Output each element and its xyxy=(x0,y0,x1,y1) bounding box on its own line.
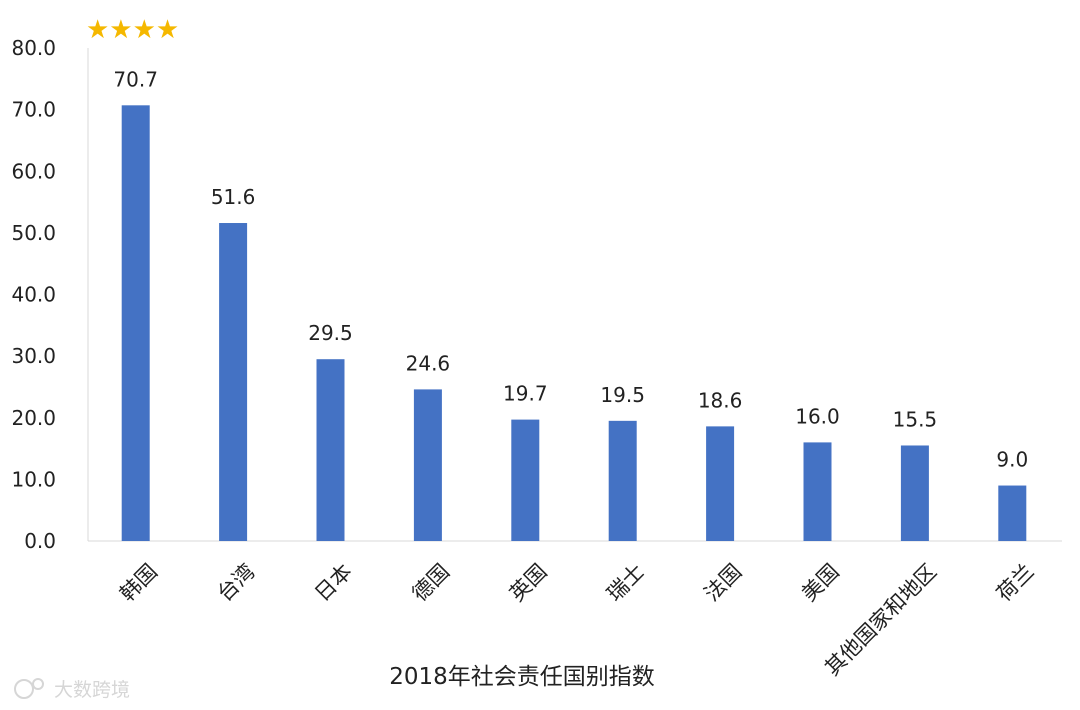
y-tick-label: 70.0 xyxy=(11,98,56,122)
x-category-label: 英国 xyxy=(505,559,552,606)
bar xyxy=(511,419,540,541)
y-tick-label: 0.0 xyxy=(24,529,56,553)
x-axis-title: 2018年社会责任国别指数 xyxy=(389,664,655,690)
bar-series: 70.7 51.6 29.5 24.6 19.7 19.5 18.6 16.0 15.5 9.0 xyxy=(113,67,1028,541)
y-tick-label: 80.0 xyxy=(11,36,56,60)
bar xyxy=(706,426,735,541)
watermark: 大数跨境 xyxy=(14,678,130,701)
bar xyxy=(219,223,248,541)
bar-value-label: 29.5 xyxy=(308,321,353,345)
bar-value-label: 24.6 xyxy=(406,351,451,375)
x-category-label: 法国 xyxy=(700,559,747,606)
y-tick-label: 60.0 xyxy=(11,159,56,183)
bar-value-label: 18.6 xyxy=(698,388,743,412)
y-tick-label: 30.0 xyxy=(11,344,56,368)
y-tick-label: 20.0 xyxy=(11,406,56,430)
bar-value-label: 15.5 xyxy=(893,407,938,431)
watermark-text: 大数跨境 xyxy=(54,679,130,701)
watermark-logo-icon-inner xyxy=(32,678,44,690)
bar xyxy=(316,359,345,541)
y-tick-label: 40.0 xyxy=(11,283,56,307)
x-category-label: 荷兰 xyxy=(992,559,1039,606)
x-category-label: 台湾 xyxy=(213,559,260,606)
x-category-label: 韩国 xyxy=(115,559,162,606)
y-axis: 0.0 10.0 20.0 30.0 40.0 50.0 60.0 70.0 80.0 xyxy=(11,36,56,553)
bar-value-label: 51.6 xyxy=(211,185,256,209)
bar-value-label: 19.5 xyxy=(600,383,645,407)
bar xyxy=(413,389,442,541)
bar-value-label: 19.7 xyxy=(503,382,548,406)
rating-stars: ★★★★ xyxy=(86,15,179,45)
x-category-label: 瑞士 xyxy=(602,559,649,606)
watermark-logo-icon xyxy=(14,679,34,699)
y-tick-label: 10.0 xyxy=(11,467,56,491)
x-category-label: 德国 xyxy=(408,559,455,606)
bar xyxy=(998,485,1027,541)
bar xyxy=(803,442,832,541)
bar xyxy=(900,445,929,541)
x-category-label: 美国 xyxy=(797,559,844,606)
x-category-label: 日本 xyxy=(310,559,357,606)
bar-value-label: 16.0 xyxy=(795,404,840,428)
bar xyxy=(608,420,637,541)
bar xyxy=(121,105,150,541)
y-tick-label: 50.0 xyxy=(11,221,56,245)
bar-value-label: 70.7 xyxy=(113,67,158,91)
bar-value-label: 9.0 xyxy=(996,448,1028,472)
